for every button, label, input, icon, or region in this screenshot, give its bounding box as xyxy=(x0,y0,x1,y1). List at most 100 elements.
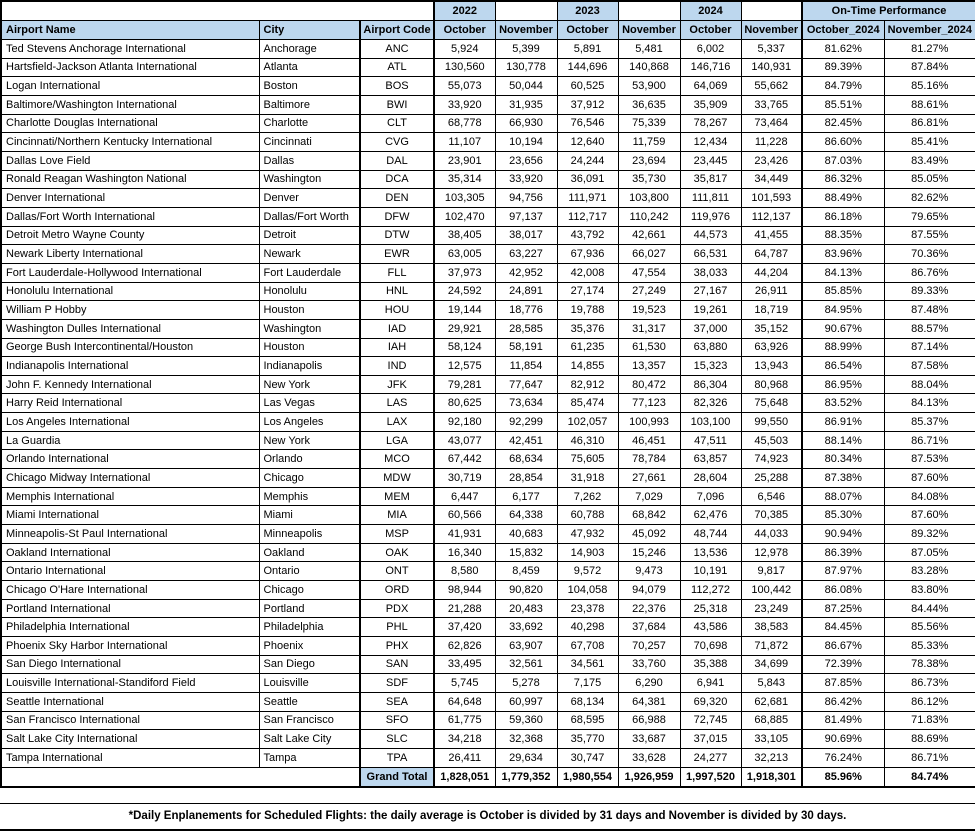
col-header-otp-october-2024[interactable]: October_2024 xyxy=(801,20,885,40)
cell-october-2024[interactable]: 13,536 xyxy=(679,542,742,563)
cell-otp-october-2024[interactable]: 86.95% xyxy=(801,374,885,395)
cell-october-2024[interactable]: 12,434 xyxy=(679,132,742,152)
cell-november-2024[interactable]: 26,911 xyxy=(740,281,803,302)
cell-otp-october-2024[interactable]: 87.03% xyxy=(801,150,885,171)
cell-november-2024[interactable]: 70,385 xyxy=(740,505,803,526)
cell-october-2023[interactable]: 60,788 xyxy=(556,505,619,526)
cell-airport-name[interactable]: Memphis International xyxy=(0,486,260,507)
cell-airport-code[interactable]: SDF xyxy=(359,673,435,693)
cell-otp-october-2024[interactable]: 83.96% xyxy=(801,244,885,264)
cell-october-2023[interactable]: 24,244 xyxy=(556,150,619,171)
cell-airport-code[interactable]: DAL xyxy=(359,150,435,171)
cell-november-2023[interactable]: 68,842 xyxy=(617,505,681,526)
cell-city[interactable]: Atlanta xyxy=(258,57,361,78)
col-header-airport-code[interactable]: Airport Code xyxy=(359,20,435,40)
cell-november-2024[interactable]: 68,885 xyxy=(740,710,803,731)
cell-october-2024[interactable]: 35,388 xyxy=(679,654,742,675)
cell-city[interactable]: New York xyxy=(258,430,361,451)
cell-november-2022[interactable]: 92,299 xyxy=(494,412,558,432)
cell-airport-name[interactable]: Miami International xyxy=(0,505,260,526)
cell-november-2024[interactable]: 23,249 xyxy=(740,598,803,619)
cell-otp-october-2024[interactable]: 87.25% xyxy=(801,598,885,619)
cell-otp-october-2024[interactable]: 88.14% xyxy=(801,430,885,451)
cell-otp-october-2024[interactable]: 80.34% xyxy=(801,449,885,470)
cell-airport-code[interactable]: MDW xyxy=(359,468,435,488)
cell-october-2022[interactable]: 34,218 xyxy=(433,729,496,749)
cell-airport-code[interactable]: SFO xyxy=(359,710,435,731)
cell-october-2024[interactable]: 70,698 xyxy=(679,636,742,656)
cell-november-2022[interactable]: 58,191 xyxy=(494,337,558,358)
cell-airport-code[interactable]: TPA xyxy=(359,747,435,768)
cell-october-2022[interactable]: 37,420 xyxy=(433,617,496,637)
cell-october-2022[interactable]: 33,920 xyxy=(433,94,496,115)
cell-november-2023[interactable]: 78,784 xyxy=(617,449,681,470)
cell-otp-october-2024[interactable]: 86.60% xyxy=(801,132,885,152)
cell-october-2022[interactable]: 24,592 xyxy=(433,281,496,302)
cell-october-2022[interactable]: 130,560 xyxy=(433,57,496,78)
cell-october-2024[interactable]: 24,277 xyxy=(679,747,742,768)
cell-airport-name[interactable]: William P Hobby xyxy=(0,300,260,320)
cell-october-2024[interactable]: 48,744 xyxy=(679,524,742,544)
cell-november-2022[interactable]: 33,920 xyxy=(494,169,558,190)
cell-airport-name[interactable]: Seattle International xyxy=(0,691,260,712)
cell-november-2024[interactable]: 80,968 xyxy=(740,374,803,395)
cell-october-2023[interactable]: 14,903 xyxy=(556,542,619,563)
cell-otp-october-2024[interactable]: 86.39% xyxy=(801,542,885,563)
cell-airport-code[interactable]: ORD xyxy=(359,580,435,600)
cell-city[interactable]: Tampa xyxy=(258,747,361,768)
cell-otp-october-2024[interactable]: 88.99% xyxy=(801,337,885,358)
cell-otp-november-2024[interactable]: 86.81% xyxy=(883,113,975,134)
cell-otp-october-2024[interactable]: 88.35% xyxy=(801,225,885,246)
cell-november-2022[interactable]: 73,634 xyxy=(494,393,558,414)
cell-airport-code[interactable]: LAX xyxy=(359,412,435,432)
cell-otp-october-2024[interactable]: 86.18% xyxy=(801,206,885,227)
cell-november-2024[interactable]: 99,550 xyxy=(740,412,803,432)
cell-november-2024[interactable]: 101,593 xyxy=(740,188,803,208)
cell-november-2024[interactable]: 73,464 xyxy=(740,113,803,134)
cell-november-2023[interactable]: 66,988 xyxy=(617,710,681,731)
cell-november-2022[interactable]: 64,338 xyxy=(494,505,558,526)
cell-october-2022[interactable]: 62,826 xyxy=(433,636,496,656)
cell-november-2024[interactable]: 23,426 xyxy=(740,150,803,171)
cell-airport-name[interactable]: Dallas/Fort Worth International xyxy=(0,206,260,227)
cell-october-2024[interactable]: 86,304 xyxy=(679,374,742,395)
cell-october-2024[interactable]: 119,976 xyxy=(679,206,742,227)
cell-otp-november-2024[interactable]: 87.53% xyxy=(883,449,975,470)
cell-october-2022[interactable]: 35,314 xyxy=(433,169,496,190)
cell-november-2024[interactable]: 41,455 xyxy=(740,225,803,246)
cell-city[interactable]: Miami xyxy=(258,505,361,526)
cell-airport-code[interactable]: ONT xyxy=(359,561,435,582)
cell-otp-october-2024[interactable]: 90.94% xyxy=(801,524,885,544)
cell-city[interactable]: Oakland xyxy=(258,542,361,563)
cell-november-2024[interactable]: 38,583 xyxy=(740,617,803,637)
cell-october-2023[interactable]: 12,640 xyxy=(556,132,619,152)
year-header-2024[interactable]: 2024 xyxy=(679,0,742,21)
cell-otp-october-2024[interactable]: 76.24% xyxy=(801,747,885,768)
cell-november-2022[interactable]: 40,683 xyxy=(494,524,558,544)
cell-city[interactable]: Washington xyxy=(258,169,361,190)
cell-otp-october-2024[interactable]: 86.42% xyxy=(801,691,885,712)
cell-otp-october-2024[interactable]: 87.38% xyxy=(801,468,885,488)
cell-october-2024[interactable]: 7,096 xyxy=(679,486,742,507)
cell-city[interactable]: Chicago xyxy=(258,580,361,600)
cell-november-2023[interactable]: 77,123 xyxy=(617,393,681,414)
cell-november-2023[interactable]: 33,628 xyxy=(617,747,681,768)
cell-october-2023[interactable]: 68,134 xyxy=(556,691,619,712)
cell-otp-november-2024[interactable]: 86.71% xyxy=(883,430,975,451)
cell-october-2023[interactable]: 61,235 xyxy=(556,337,619,358)
cell-october-2022[interactable]: 55,073 xyxy=(433,76,496,96)
cell-city[interactable]: Seattle xyxy=(258,691,361,712)
cell-airport-code[interactable]: MSP xyxy=(359,524,435,544)
col-header-october-2022[interactable]: October xyxy=(433,20,496,40)
cell-october-2024[interactable]: 111,811 xyxy=(679,188,742,208)
cell-otp-november-2024[interactable]: 81.27% xyxy=(883,39,975,59)
cell-otp-november-2024[interactable]: 86.71% xyxy=(883,747,975,768)
cell-october-2023[interactable]: 37,912 xyxy=(556,94,619,115)
cell-october-2023[interactable]: 47,932 xyxy=(556,524,619,544)
cell-city[interactable]: Chicago xyxy=(258,468,361,488)
cell-airport-name[interactable]: Phoenix Sky Harbor International xyxy=(0,636,260,656)
cell-october-2022[interactable]: 5,924 xyxy=(433,39,496,59)
cell-october-2024[interactable]: 25,318 xyxy=(679,598,742,619)
cell-october-2022[interactable]: 68,778 xyxy=(433,113,496,134)
cell-otp-october-2024[interactable]: 88.07% xyxy=(801,486,885,507)
